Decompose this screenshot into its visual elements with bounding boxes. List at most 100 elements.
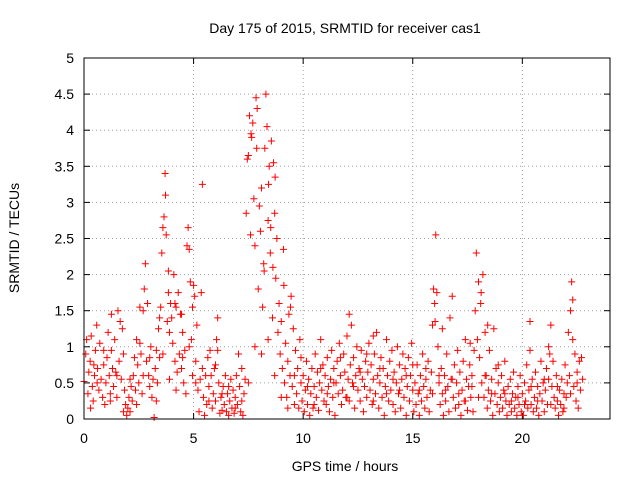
data-point [125,393,133,401]
data-point [444,383,452,391]
data-point [163,318,171,326]
data-point [140,285,148,293]
data-point [313,368,321,376]
chart-title: Day 175 of 2015, SRMTID for receiver cas… [209,20,481,36]
data-point [402,372,410,380]
data-point [178,310,186,318]
data-point [437,364,445,372]
data-point [450,361,458,369]
data-point [100,346,108,354]
data-point [185,245,193,253]
data-point [88,383,96,391]
data-point [151,364,159,372]
data-point [369,397,377,405]
data-point [558,375,566,383]
data-point [214,346,222,354]
data-point [272,274,280,282]
data-point [448,292,456,300]
data-point [90,361,98,369]
data-point [172,386,180,394]
data-point [423,393,431,401]
data-point [244,151,252,159]
data-point [467,393,475,401]
data-point [254,285,262,293]
data-point [408,339,416,347]
data-point [197,289,205,297]
data-point [361,383,369,391]
data-point [498,372,506,380]
data-point [306,411,314,419]
data-point [136,303,144,311]
data-point [435,379,443,387]
data-point [484,386,492,394]
data-point [343,332,351,340]
data-point [443,350,451,358]
data-point [355,364,363,372]
data-point [539,379,547,387]
data-point [436,401,444,409]
data-point [422,375,430,383]
data-point [186,278,194,286]
data-point [364,368,372,376]
data-point [368,401,376,409]
data-point [128,397,136,405]
data-point [531,368,539,376]
data-point [540,375,548,383]
data-point [569,296,577,304]
data-point [448,375,456,383]
data-point [106,397,114,405]
data-point [155,325,163,333]
data-point [304,383,312,391]
data-point [279,245,287,253]
data-point [527,401,535,409]
data-point [369,332,377,340]
data-point [298,397,306,405]
data-point [119,350,127,358]
data-point [247,231,255,239]
data-point [476,354,484,362]
data-point [106,390,114,398]
data-point [511,404,519,412]
data-point [87,332,95,340]
data-point [387,386,395,394]
data-point [351,404,359,412]
data-point [142,357,150,365]
data-point [547,401,555,409]
data-point [374,372,382,380]
data-point [418,397,426,405]
data-point [284,404,292,412]
data-point [181,346,189,354]
data-point [158,249,166,257]
data-point [162,231,170,239]
data-point [260,267,268,275]
data-point [237,408,245,416]
data-point [414,390,422,398]
data-point [534,383,542,391]
data-point [388,346,396,354]
data-point [185,343,193,351]
data-point [549,357,557,365]
data-point [333,357,341,365]
data-point [270,159,278,167]
data-point [165,328,173,336]
data-point [412,401,420,409]
data-point [188,303,196,311]
data-point [174,289,182,297]
plot-frame [83,57,611,420]
gridlines [84,58,610,419]
data-point [130,354,138,362]
data-point [395,390,403,398]
data-point [323,390,331,398]
data-point [152,397,160,405]
data-point [241,375,249,383]
data-point [350,383,358,391]
data-point [205,383,213,391]
data-point [320,397,328,405]
data-point [559,408,567,416]
data-point [470,346,478,354]
data-point [198,180,206,188]
data-point [464,406,472,414]
data-point [378,393,386,401]
data-point [244,379,252,387]
data-point [317,336,325,344]
